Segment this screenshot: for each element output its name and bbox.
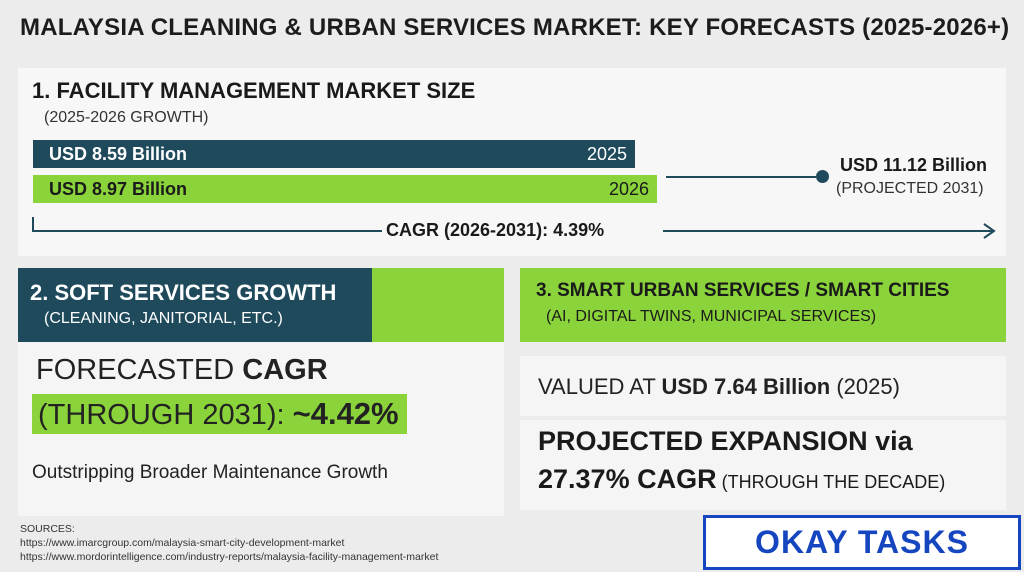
section-heading: 3. SMART URBAN SERVICES / SMART CITIES [536,280,950,301]
cagr-line [663,230,993,232]
cagr-label: CAGR (2026-2031): 4.39% [386,220,605,240]
valuation-year: (2025) [830,374,900,399]
section-subheading: (AI, DIGITAL TWINS, MUNICIPAL SERVICES) [546,308,877,325]
section-subheading: (CLEANING, JANITORIAL, ETC.) [44,310,283,327]
sources-label: SOURCES: [20,523,75,535]
section-subheading: (2025-2026 GROWTH) [44,109,209,126]
bar-value: USD 8.59 Billion [49,143,188,164]
sources: SOURCES: https://www.imarcgroup.com/mala… [20,522,438,564]
source-link[interactable]: https://www.imarcgroup.com/malaysia-smar… [20,537,345,549]
forecast-line: FORECASTED CAGR [36,354,328,387]
forecast-prefix: FORECASTED [36,354,243,386]
section-header [18,268,372,342]
okay-tasks-badge: OKAY TASKS [703,515,1021,570]
cagr-start-tick [32,217,34,231]
smart-cities-header: 3. SMART URBAN SERVICES / SMART CITIES (… [520,268,1006,342]
forecast-period: (THROUGH 2031): [38,399,293,431]
expansion-heading: PROJECTED EXPANSION via [538,426,913,456]
badge-text: OKAY TASKS [755,524,969,560]
projection-dot [816,170,829,183]
section-header-accent [372,268,504,342]
source-link[interactable]: https://www.mordorintelligence.com/indus… [20,551,439,563]
valuation-prefix: VALUED AT [538,374,662,399]
cagr-line [32,230,382,232]
expansion-cagr: 27.37% CAGR (THROUGH THE DECADE) [538,464,945,495]
bar-2025: USD 8.59 Billion 2025 [33,140,635,168]
bar-year: 2026 [608,178,649,199]
facility-management-panel: 1. FACILITY MANAGEMENT MARKET SIZE (2025… [18,68,1006,256]
expansion-cagr-value: 27.37% CAGR [538,464,717,494]
page-title: MALAYSIA CLEANING & URBAN SERVICES MARKE… [20,14,1010,41]
valuation-box: VALUED AT USD 7.64 Billion (2025) [520,356,1006,416]
section-heading: 2. SOFT SERVICES GROWTH [30,280,337,305]
bar-value: USD 8.97 Billion [49,178,188,199]
forecast-note: Outstripping Broader Maintenance Growth [32,462,388,483]
valuation-text: VALUED AT USD 7.64 Billion (2025) [538,374,900,400]
soft-services-panel: 2. SOFT SERVICES GROWTH (CLEANING, JANIT… [18,268,504,516]
projection-connector-line [666,176,816,178]
forecast-highlight: (THROUGH 2031): ~4.42% [32,394,407,434]
expansion-box: PROJECTED EXPANSION via 27.37% CAGR (THR… [520,420,1006,510]
valuation-amount: USD 7.64 Billion [661,374,831,399]
bar-year: 2025 [586,143,627,164]
forecast-cagr-value: ~4.42% [292,396,399,431]
forecast-bold: CAGR [242,354,328,386]
projection-value: USD 11.12 Billion [840,155,988,175]
bar-2026: USD 8.97 Billion 2026 [33,175,657,203]
section-heading: 1. FACILITY MANAGEMENT MARKET SIZE [32,78,476,103]
expansion-period: (THROUGH THE DECADE) [716,472,946,492]
projection-label: (PROJECTED 2031) [836,180,984,197]
arrow-right-icon [983,223,996,239]
